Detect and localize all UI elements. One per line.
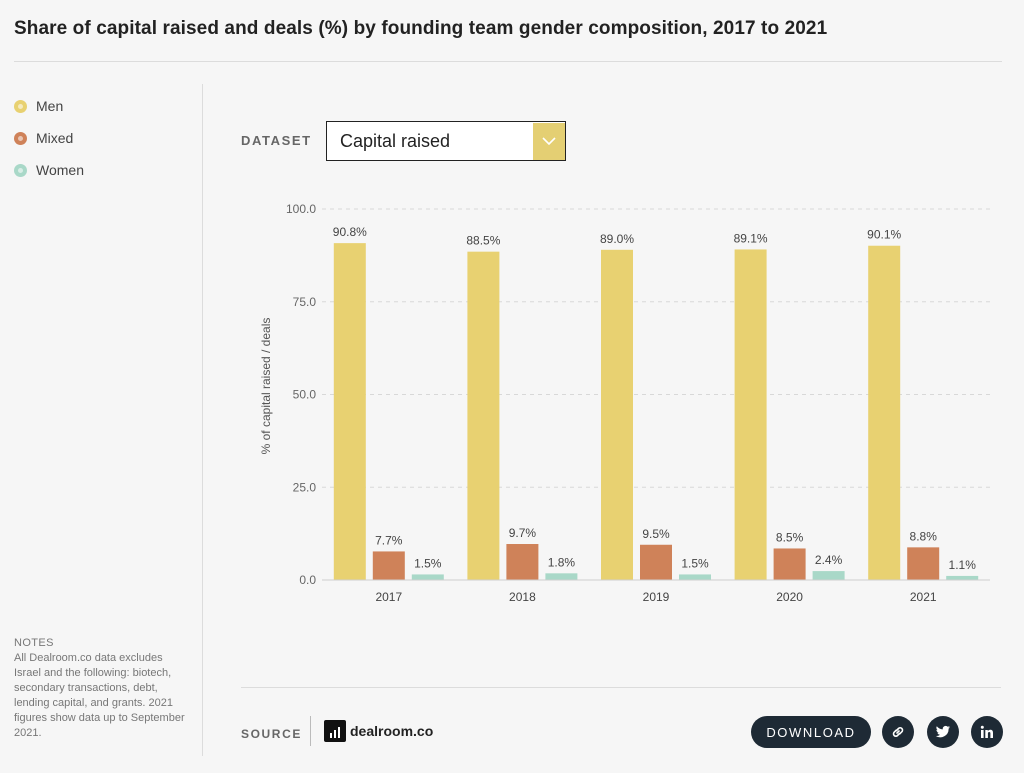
legend-dot-men	[14, 99, 27, 113]
x-tick-label: 2017	[375, 590, 402, 604]
legend-label-women: Women	[36, 162, 84, 178]
bar-women-2017[interactable]	[411, 574, 444, 580]
notes: NOTES All Dealroom.co data excludes Isra…	[14, 636, 189, 741]
linkedin-icon[interactable]	[971, 716, 1003, 748]
x-tick-label: 2021	[910, 590, 937, 604]
bar-men-2020[interactable]	[734, 249, 767, 580]
data-label: 90.8%	[333, 225, 367, 239]
data-label: 9.7%	[509, 526, 537, 540]
data-label: 88.5%	[466, 234, 500, 248]
legend-item-mixed[interactable]: Mixed	[14, 122, 84, 154]
y-axis-label: % of capital raised / deals	[259, 318, 273, 455]
x-tick-label: 2020	[776, 590, 803, 604]
bar-men-2018[interactable]	[467, 251, 500, 581]
data-label: 7.7%	[375, 533, 403, 547]
source-brand[interactable]: dealroom.co	[324, 720, 433, 742]
bar-mixed-2021[interactable]	[907, 547, 940, 580]
bar-women-2021[interactable]	[946, 575, 979, 580]
y-tick-label: 25.0	[293, 480, 317, 494]
notes-text: All Dealroom.co data excludes Israel and…	[14, 652, 185, 739]
title-divider	[14, 61, 1002, 62]
dataset-select[interactable]: Capital raised	[326, 121, 566, 161]
bar-mixed-2020[interactable]	[773, 548, 806, 580]
chevron-down-icon[interactable]	[533, 122, 565, 160]
legend-label-men: Men	[36, 98, 64, 114]
legend-dot-mixed	[14, 131, 27, 145]
data-label: 1.5%	[681, 556, 709, 570]
legend-item-women[interactable]: Women	[14, 154, 84, 186]
data-label: 89.0%	[600, 232, 634, 246]
bar-women-2019[interactable]	[679, 574, 711, 580]
data-label: 8.8%	[910, 529, 938, 543]
dataset-label: DATASET	[241, 133, 312, 148]
download-button[interactable]: DOWNLOAD	[751, 716, 871, 748]
legend: Men Mixed Women	[14, 90, 84, 186]
data-label: 9.5%	[642, 527, 670, 541]
data-label: 1.5%	[414, 556, 442, 570]
data-label: 2.4%	[815, 553, 843, 567]
sidebar-divider	[202, 84, 203, 756]
x-axis-ticks: 2017 2018 2019 2020 2021	[375, 590, 936, 604]
dealroom-logo-icon	[324, 720, 346, 742]
bar-mixed-2019[interactable]	[640, 544, 672, 580]
y-tick-label: 0.0	[299, 573, 316, 587]
x-tick-label: 2018	[509, 590, 536, 604]
twitter-icon[interactable]	[927, 716, 959, 748]
source-label: SOURCE	[241, 727, 302, 741]
legend-item-men[interactable]: Men	[14, 90, 84, 122]
bar-men-2017[interactable]	[333, 243, 366, 580]
y-tick-label: 50.0	[293, 388, 317, 402]
source-divider	[310, 716, 311, 746]
bar-mixed-2017[interactable]	[372, 551, 405, 580]
y-axis-ticks: 0.0 25.0 50.0 75.0 100.0	[286, 202, 316, 587]
y-tick-label: 100.0	[286, 202, 316, 216]
data-labels: 90.8% 7.7% 1.5% 88.5% 9.7% 1.8% 89.0% 9.5% 1.5% 8…	[333, 225, 976, 572]
dataset-selected-value: Capital raised	[340, 130, 451, 151]
x-tick-label: 2019	[643, 590, 670, 604]
data-label: 1.8%	[548, 555, 576, 569]
bar-mixed-2018[interactable]	[506, 544, 539, 580]
bar-men-2019[interactable]	[601, 249, 633, 580]
legend-dot-women	[14, 163, 27, 177]
notes-title: NOTES	[14, 637, 54, 649]
brand-name: dealroom.co	[350, 723, 434, 739]
data-label: 90.1%	[867, 228, 901, 242]
bar-women-2018[interactable]	[545, 573, 578, 580]
legend-label-mixed: Mixed	[36, 130, 74, 146]
bar-men-2021[interactable]	[868, 245, 901, 580]
chart-title: Share of capital raised and deals (%) by…	[14, 18, 828, 39]
data-label: 1.1%	[949, 558, 977, 572]
y-tick-label: 75.0	[293, 295, 317, 309]
bars	[333, 243, 979, 581]
data-label: 89.1%	[734, 231, 768, 245]
footer-divider	[241, 687, 1001, 688]
bar-women-2020[interactable]	[812, 571, 845, 580]
data-label: 8.5%	[776, 530, 804, 544]
link-icon[interactable]	[882, 716, 914, 748]
